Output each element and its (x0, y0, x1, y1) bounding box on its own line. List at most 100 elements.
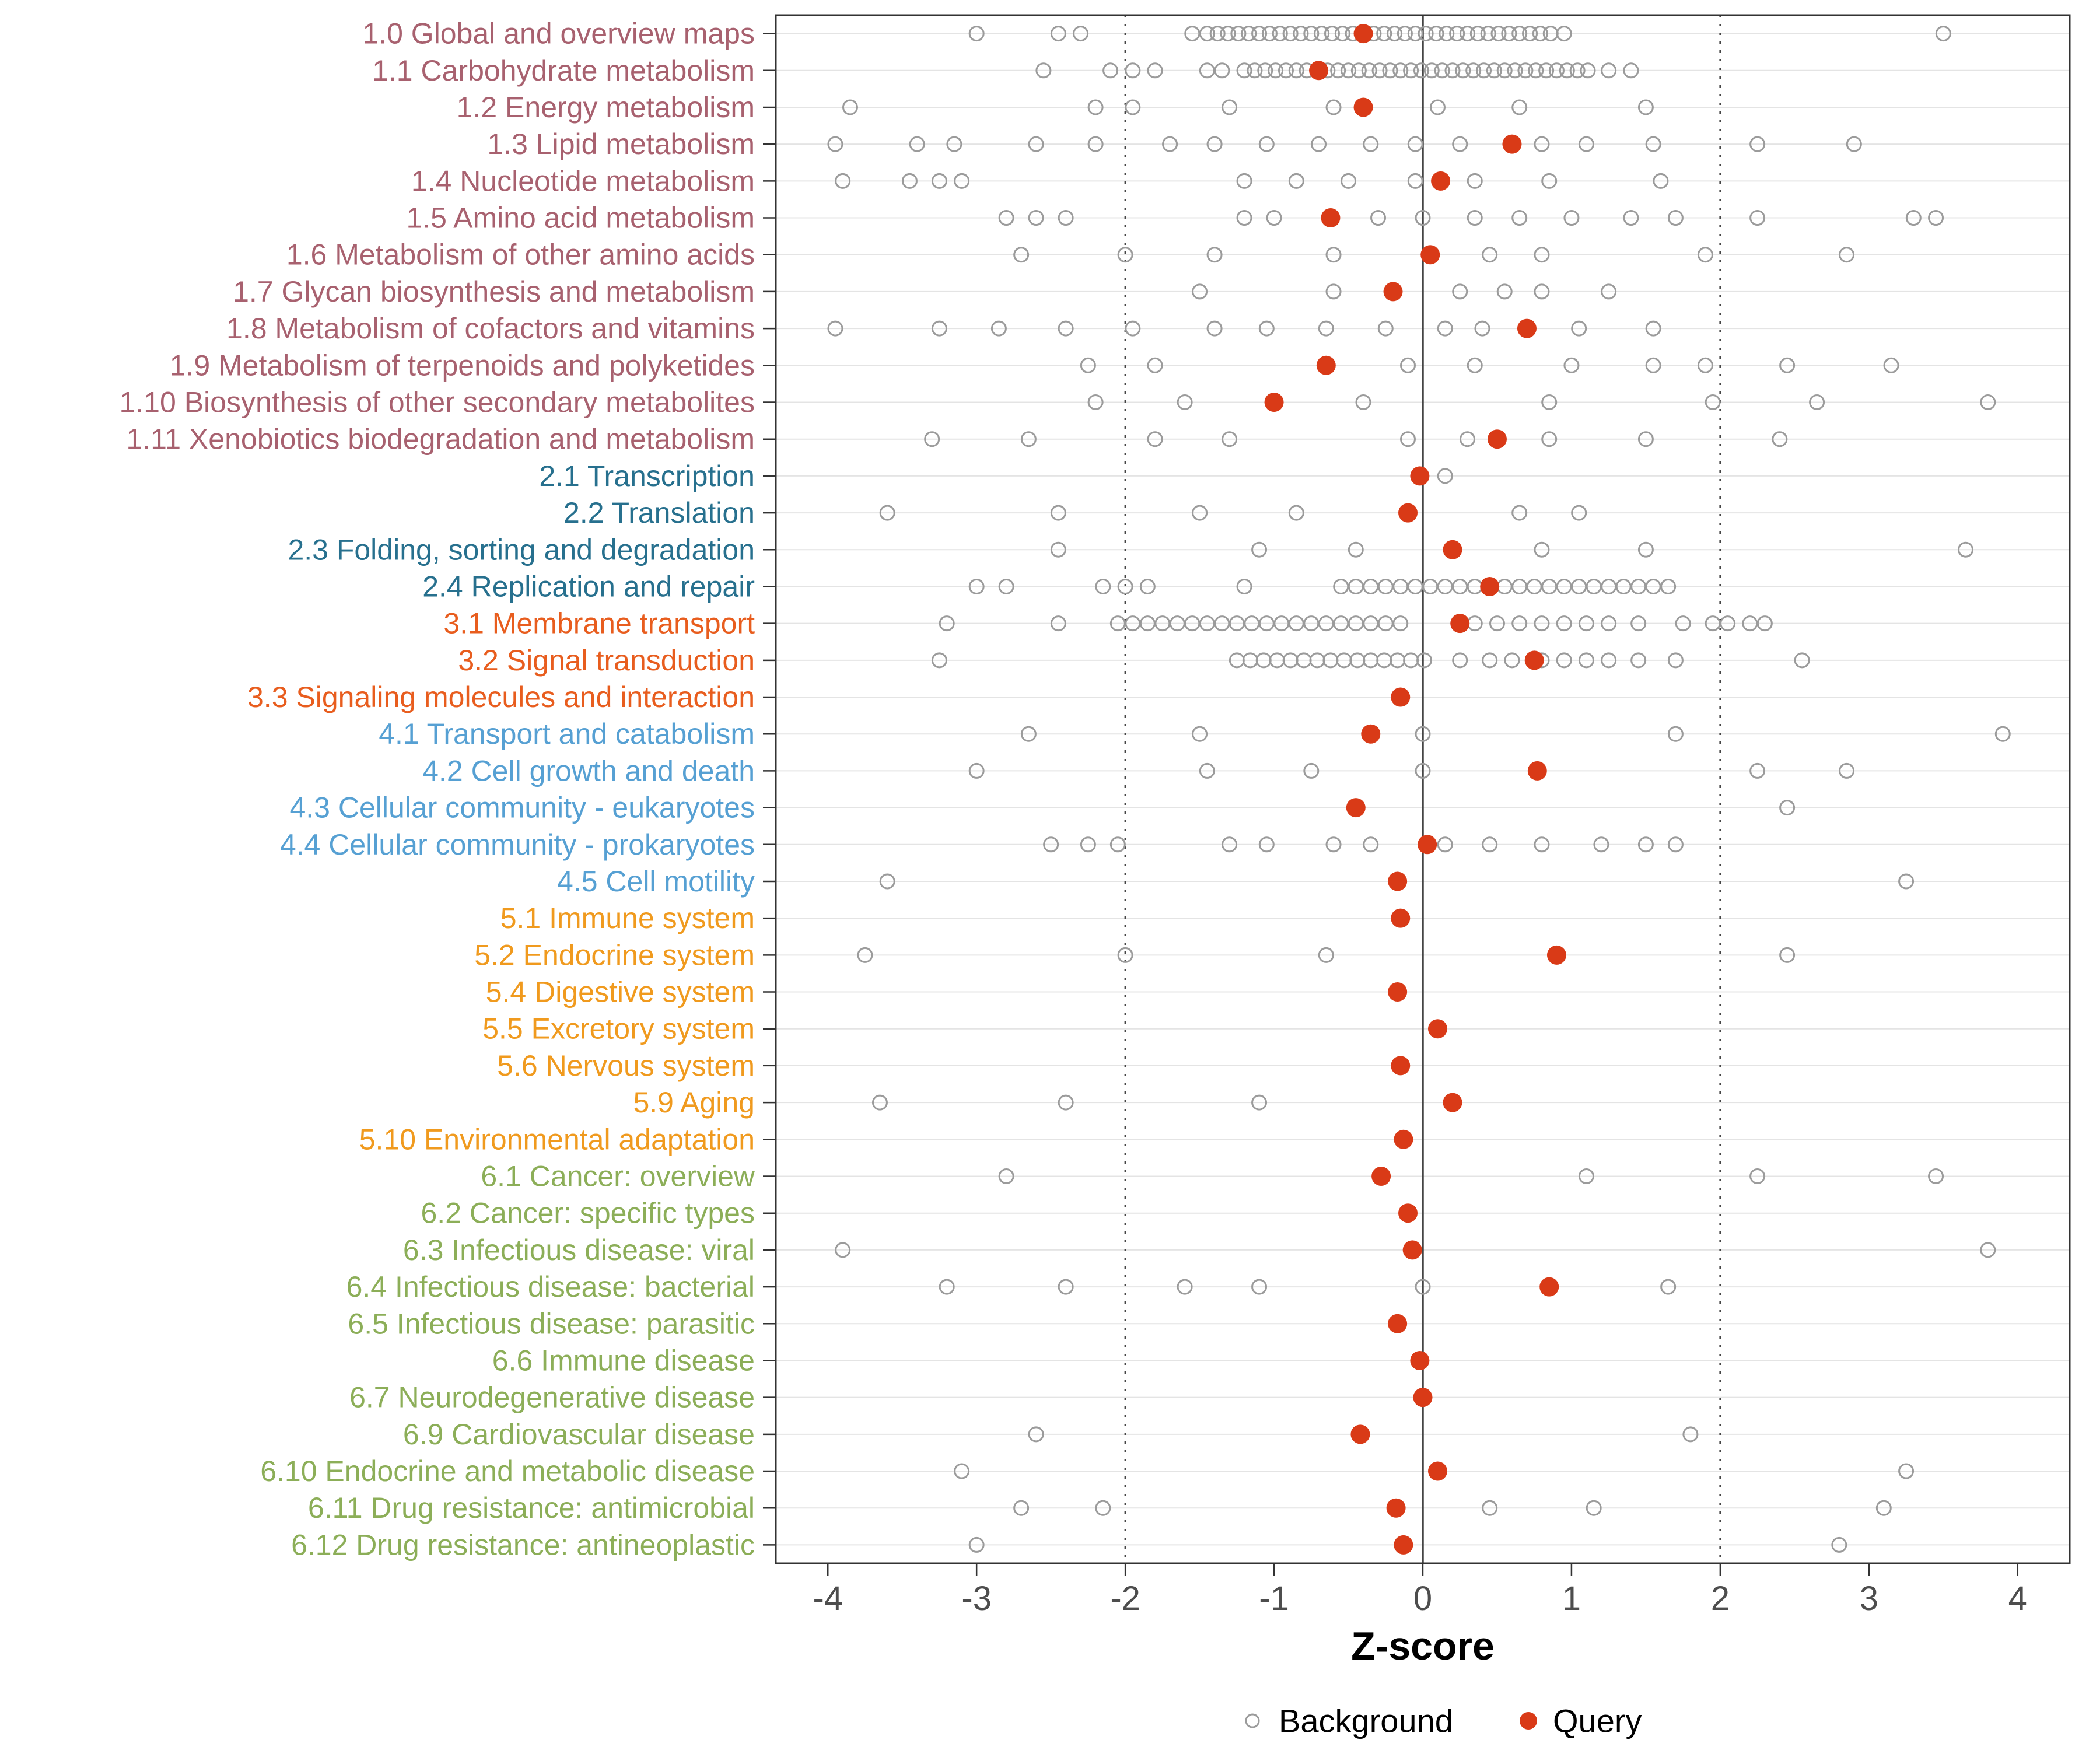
background-point (1580, 62, 1596, 79)
background-point (1482, 836, 1498, 853)
legend-query-label: Query (1553, 1703, 1642, 1740)
background-point (1556, 26, 1572, 42)
background-point (1637, 431, 1654, 447)
background-point (1288, 173, 1304, 189)
row-label: 6.11 Drug resistance: antimicrobial (308, 1492, 755, 1524)
background-point (1199, 26, 1215, 42)
row-label: 6.6 Immune disease (492, 1344, 755, 1377)
background-point (1125, 320, 1141, 337)
query-point (1402, 1240, 1422, 1260)
background-point (1314, 26, 1330, 42)
background-point (1117, 578, 1133, 594)
background-point (1623, 210, 1639, 226)
background-point (939, 1279, 955, 1295)
background-point (1541, 431, 1558, 447)
x-tick-label: 0 (1413, 1580, 1432, 1618)
background-point (931, 320, 947, 337)
background-point (1496, 62, 1513, 79)
background-point (939, 615, 955, 632)
background-point (1482, 1500, 1498, 1516)
background-point (1415, 210, 1431, 226)
background-point (1482, 247, 1498, 263)
background-point (1449, 26, 1465, 42)
background-point (1095, 578, 1111, 594)
background-point (1578, 136, 1594, 152)
background-point (879, 873, 895, 890)
background-point (1459, 26, 1475, 42)
background-point (1050, 615, 1066, 632)
background-point (1601, 62, 1617, 79)
background-point (1501, 26, 1517, 42)
background-point (1452, 284, 1468, 300)
background-point (1241, 26, 1257, 42)
query-point (1346, 798, 1366, 818)
query-point (1487, 429, 1507, 449)
row-label: 5.9 Aging (633, 1086, 755, 1119)
background-point (1423, 62, 1440, 79)
background-point (1020, 431, 1037, 447)
background-point (1371, 62, 1388, 79)
row-label: 4.4 Cellular community - prokaryotes (280, 828, 755, 861)
background-point (1898, 1463, 1915, 1479)
background-point (1230, 26, 1247, 42)
background-point (1258, 836, 1275, 853)
background-point (1370, 210, 1387, 226)
background-point (1704, 394, 1721, 410)
background-point (1444, 62, 1461, 79)
query-point (1410, 1350, 1430, 1370)
background-point (1675, 615, 1691, 632)
background-point (1601, 284, 1617, 300)
row-label: 1.10 Biosynthesis of other secondary met… (119, 386, 755, 419)
row-label: 5.6 Nervous system (497, 1049, 755, 1082)
background-point (835, 173, 851, 189)
background-point (857, 947, 873, 963)
background-point (1846, 136, 1862, 152)
row-label: 2.4 Replication and repair (422, 570, 755, 603)
background-point (1095, 1500, 1111, 1516)
background-point (1139, 578, 1156, 594)
background-point (1578, 652, 1594, 668)
query-point (1391, 1056, 1410, 1076)
background-point (1482, 652, 1498, 668)
background-point (1258, 136, 1275, 152)
background-point (1528, 62, 1544, 79)
x-tick-label: -4 (813, 1580, 843, 1618)
background-point (827, 136, 844, 152)
background-point (1400, 431, 1416, 447)
background-point (1035, 62, 1052, 79)
background-point (1486, 62, 1502, 79)
background-point (1251, 1279, 1268, 1295)
row-label: 6.1 Cancer: overview (481, 1160, 755, 1193)
background-point (1340, 62, 1357, 79)
background-point (1905, 210, 1922, 226)
background-point (1334, 26, 1350, 42)
background-point (1534, 836, 1550, 853)
background-point (901, 173, 918, 189)
background-point (1569, 62, 1586, 79)
background-point (1247, 62, 1263, 79)
x-tick-label: 3 (1860, 1580, 1878, 1618)
background-point (1350, 62, 1367, 79)
background-point (1303, 762, 1320, 779)
background-point (1994, 726, 2011, 742)
row-label: 5.10 Environmental adaptation (359, 1123, 755, 1156)
row-label: 4.2 Cell growth and death (422, 754, 755, 787)
background-point (1147, 357, 1163, 373)
query-point (1398, 1203, 1418, 1223)
background-point (1177, 394, 1193, 410)
background-point (1387, 26, 1403, 42)
background-point (1898, 873, 1915, 890)
row-label: 5.5 Excretory system (482, 1013, 755, 1045)
x-axis-title: Z-score (1351, 1624, 1494, 1668)
background-point (1452, 136, 1468, 152)
background-point (1080, 357, 1096, 373)
row-label: 1.6 Metabolism of other amino acids (286, 239, 755, 271)
background-point (1601, 652, 1617, 668)
query-point (1388, 1314, 1408, 1334)
row-label: 3.2 Signal transduction (458, 644, 755, 677)
background-point (1028, 136, 1044, 152)
background-point (1220, 26, 1236, 42)
background-point (1538, 62, 1555, 79)
row-label: 1.2 Energy metabolism (457, 91, 755, 124)
